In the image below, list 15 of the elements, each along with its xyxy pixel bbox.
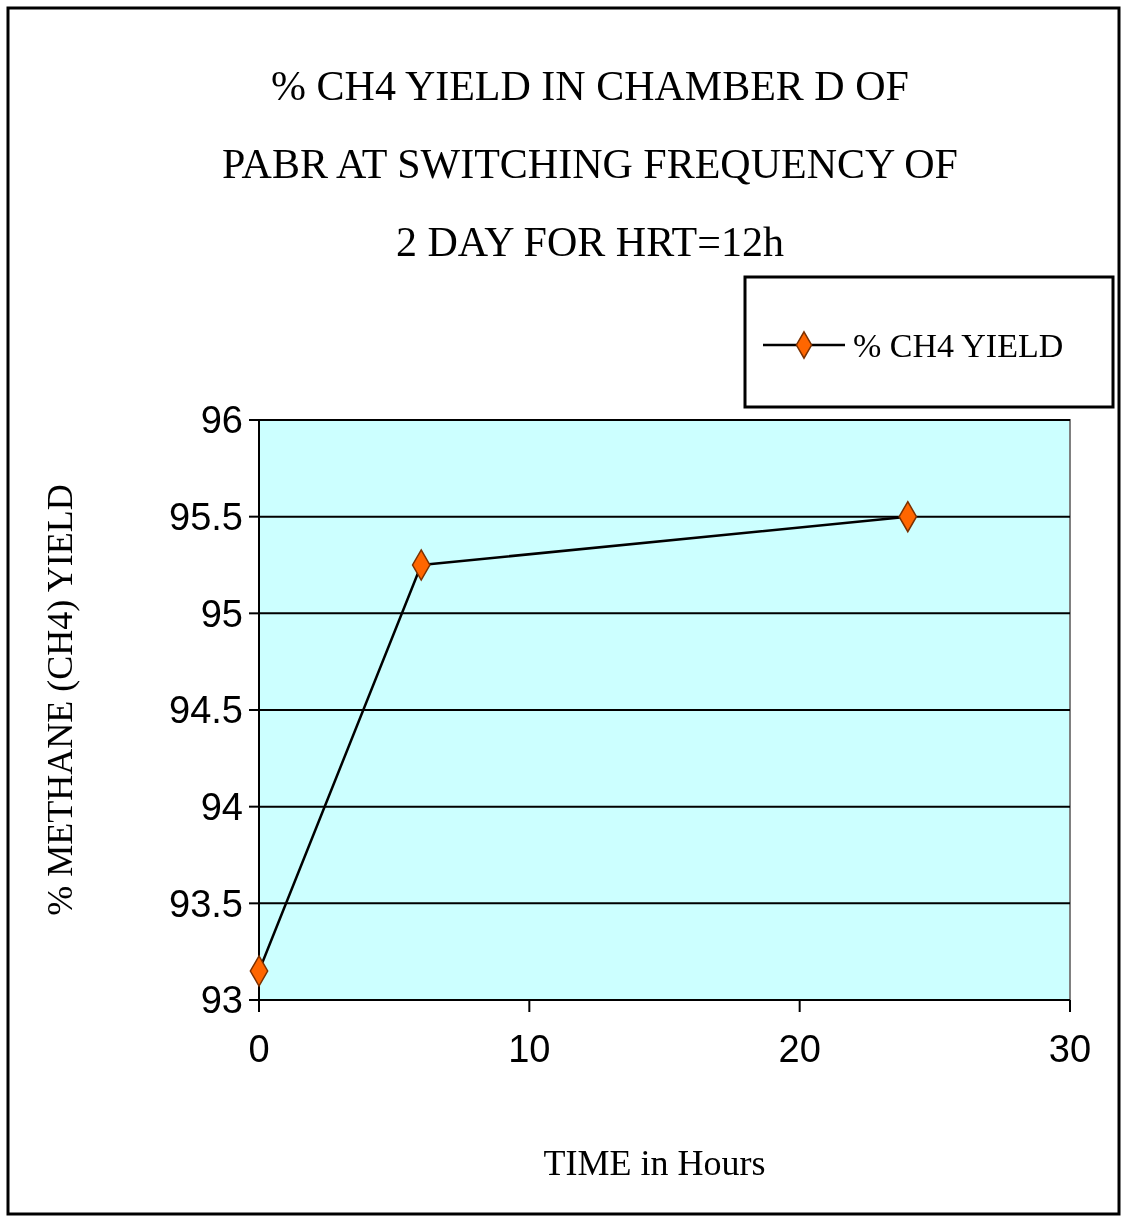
y-axis-title: % METHANE (CH4) YIELD bbox=[40, 484, 80, 916]
x-tick-label: 0 bbox=[248, 1028, 270, 1070]
y-tick-label: 93 bbox=[200, 979, 243, 1022]
y-tick-label: 95 bbox=[200, 592, 243, 635]
legend-label: % CH4 YIELD bbox=[853, 326, 1064, 364]
y-tick-label: 93.5 bbox=[169, 882, 243, 925]
x-tick-label: 20 bbox=[778, 1028, 821, 1070]
chart-title: % CH4 YIELD IN CHAMBER D OF PABR AT SWITCHING FREQUENCY OF 2 DAY FOR HRT=12h bbox=[222, 63, 958, 265]
y-tick-label: 94.5 bbox=[169, 689, 243, 732]
y-tick-label: 95.5 bbox=[169, 495, 243, 538]
y-tick-label: 94 bbox=[200, 785, 243, 828]
y-tick-label: 96 bbox=[200, 399, 243, 442]
x-tick-label: 10 bbox=[508, 1028, 551, 1070]
x-axis-title: TIME in Hours bbox=[543, 1143, 766, 1183]
x-tick-label: 30 bbox=[1048, 1028, 1092, 1070]
